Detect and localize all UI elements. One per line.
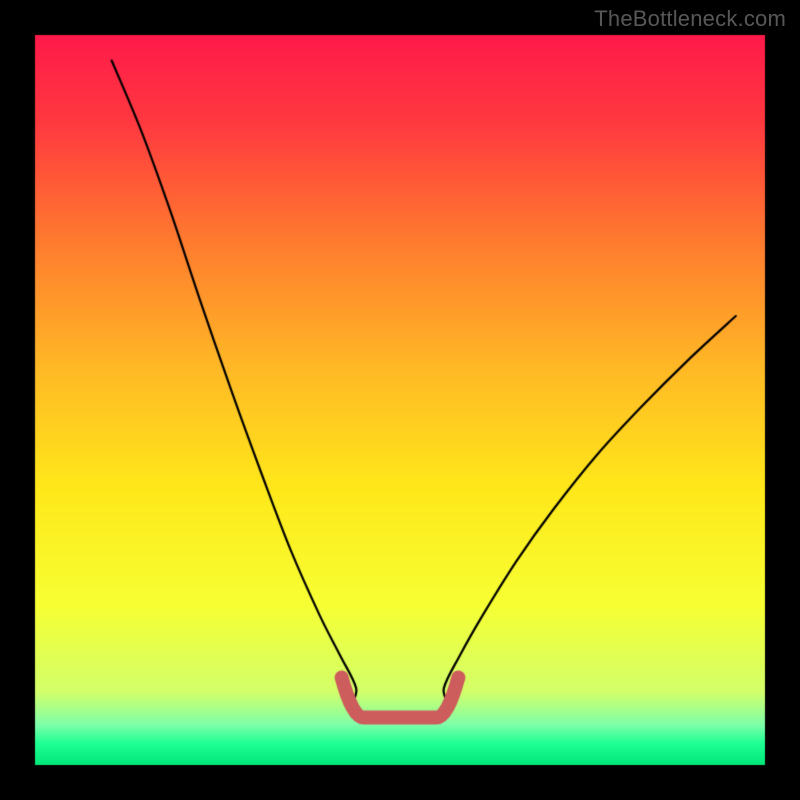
watermark-text: TheBottleneck.com <box>594 6 786 32</box>
chart-stage: TheBottleneck.com <box>0 0 800 800</box>
bottleneck-chart-canvas <box>0 0 800 800</box>
